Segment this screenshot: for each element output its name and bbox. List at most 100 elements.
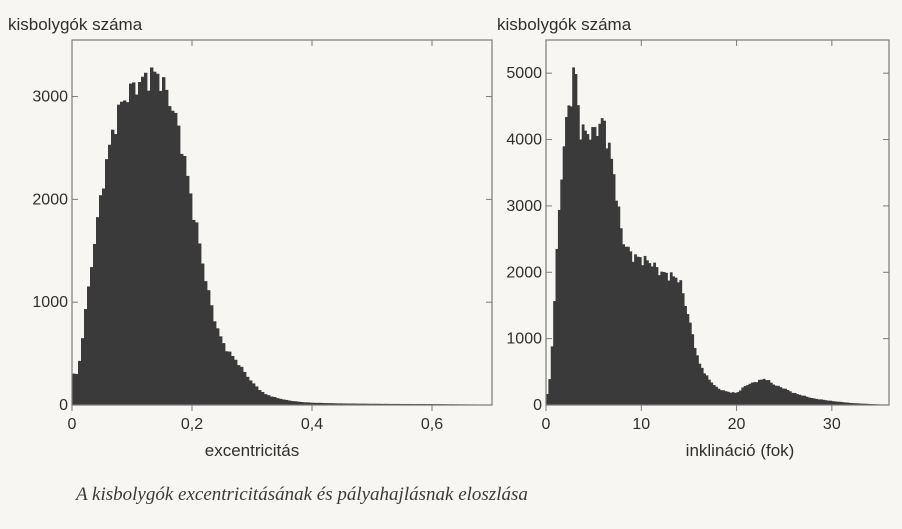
histogram-bar bbox=[812, 398, 816, 405]
histogram-bar bbox=[342, 403, 346, 405]
histogram-bar bbox=[102, 188, 106, 405]
histogram-bar bbox=[769, 382, 773, 405]
histogram-bar bbox=[252, 383, 256, 405]
histogram-bar bbox=[865, 403, 868, 405]
histogram-bars-left bbox=[72, 67, 493, 406]
y-tick-label: 1000 bbox=[32, 294, 68, 311]
histogram-bar bbox=[557, 209, 561, 405]
histogram-bar bbox=[282, 399, 286, 405]
histogram-bar bbox=[610, 158, 614, 405]
histogram-bar bbox=[684, 305, 687, 405]
histogram-bar bbox=[84, 309, 88, 405]
histogram-bar bbox=[738, 390, 742, 405]
histogram-bar bbox=[294, 401, 298, 405]
histogram-bar bbox=[141, 76, 145, 405]
histogram-bar bbox=[657, 275, 661, 405]
histogram-bar bbox=[753, 382, 757, 405]
histogram-bar bbox=[249, 380, 253, 405]
histogram-bar bbox=[225, 351, 229, 405]
histogram-bar bbox=[574, 74, 578, 405]
histogram-bar bbox=[705, 375, 709, 405]
histogram-bar bbox=[105, 159, 109, 405]
histogram-bar bbox=[351, 403, 355, 405]
histogram-bar bbox=[348, 403, 352, 405]
histogram-bar bbox=[569, 106, 573, 405]
histogram-bar bbox=[303, 402, 307, 405]
histogram-bar bbox=[803, 395, 807, 405]
histogram-bar bbox=[339, 403, 343, 405]
histogram-bar bbox=[324, 403, 328, 405]
histogram-bar bbox=[781, 388, 785, 405]
histogram-bar bbox=[779, 387, 783, 405]
histogram-bar bbox=[90, 267, 94, 405]
histogram-bar bbox=[189, 193, 193, 405]
plot-frame-right bbox=[545, 39, 890, 406]
histogram-bar bbox=[593, 127, 597, 405]
histogram-bar bbox=[648, 263, 652, 405]
histogram-bar bbox=[615, 200, 618, 405]
histogram-bar bbox=[126, 102, 130, 405]
histogram-bar bbox=[144, 72, 148, 405]
histogram-bar bbox=[75, 373, 79, 405]
x-tick-label: 10 bbox=[632, 416, 650, 433]
histogram-bar bbox=[855, 403, 859, 405]
histogram-bar bbox=[330, 403, 334, 405]
histogram-bar bbox=[114, 134, 118, 405]
histogram-bar bbox=[123, 100, 127, 405]
histogram-bar bbox=[646, 260, 649, 405]
histogram-bar bbox=[198, 243, 202, 405]
histogram-bar bbox=[808, 397, 811, 405]
histogram-bar bbox=[757, 379, 761, 405]
histogram-bar bbox=[555, 248, 559, 405]
histogram-bar bbox=[650, 266, 654, 405]
histogram-bar bbox=[581, 124, 585, 406]
histogram-bar bbox=[279, 398, 283, 405]
histogram-bar bbox=[617, 206, 621, 405]
histogram-bar bbox=[366, 403, 370, 405]
histogram-bar bbox=[722, 390, 726, 405]
figure-caption: A kisbolygók excentricitásának és pályah… bbox=[76, 484, 528, 505]
histogram-bar bbox=[600, 118, 604, 406]
histogram-bar bbox=[712, 385, 716, 405]
histogram-bar bbox=[117, 104, 121, 406]
histogram-bar bbox=[817, 399, 821, 405]
histogram-bar bbox=[655, 267, 659, 405]
histogram-bar bbox=[834, 401, 837, 405]
x-tick-label: 0 bbox=[68, 416, 77, 433]
plot-frame-left bbox=[71, 39, 493, 406]
histogram-bar bbox=[246, 376, 250, 405]
histogram-bar bbox=[836, 401, 840, 405]
histogram-bar bbox=[375, 403, 379, 405]
histogram-bar bbox=[213, 321, 217, 405]
x-tick-label: 30 bbox=[823, 416, 841, 433]
histogram-bar bbox=[596, 135, 599, 406]
y-tick-label: 0 bbox=[533, 397, 542, 414]
histogram-bar bbox=[634, 254, 637, 405]
histogram-bar bbox=[686, 314, 690, 405]
histogram-bar bbox=[800, 395, 804, 405]
histogram-bar bbox=[576, 105, 580, 406]
histogram-bar bbox=[93, 243, 97, 405]
histogram-bar bbox=[729, 392, 733, 405]
histogram-bar bbox=[333, 403, 337, 405]
histogram-bar bbox=[743, 386, 747, 405]
y-tick-label: 4000 bbox=[506, 132, 542, 149]
histogram-bar bbox=[345, 403, 349, 405]
histogram-bar bbox=[624, 246, 628, 405]
histogram-bar bbox=[829, 400, 833, 405]
histogram-bar bbox=[87, 286, 91, 405]
histogram-bar bbox=[734, 392, 737, 405]
y-tick-label: 5000 bbox=[506, 65, 542, 82]
y-tick-label: 2000 bbox=[506, 264, 542, 281]
histogram-bar bbox=[762, 378, 766, 405]
histogram-bar bbox=[641, 265, 645, 405]
histogram-bar bbox=[853, 403, 857, 405]
histogram-bar bbox=[567, 105, 571, 406]
histogram-bar bbox=[132, 82, 136, 405]
histogram-bar bbox=[736, 392, 740, 405]
histogram-bar bbox=[741, 387, 745, 405]
histogram-bar bbox=[693, 347, 697, 405]
histogram-bar bbox=[665, 272, 668, 405]
histogram-bar bbox=[731, 392, 735, 405]
